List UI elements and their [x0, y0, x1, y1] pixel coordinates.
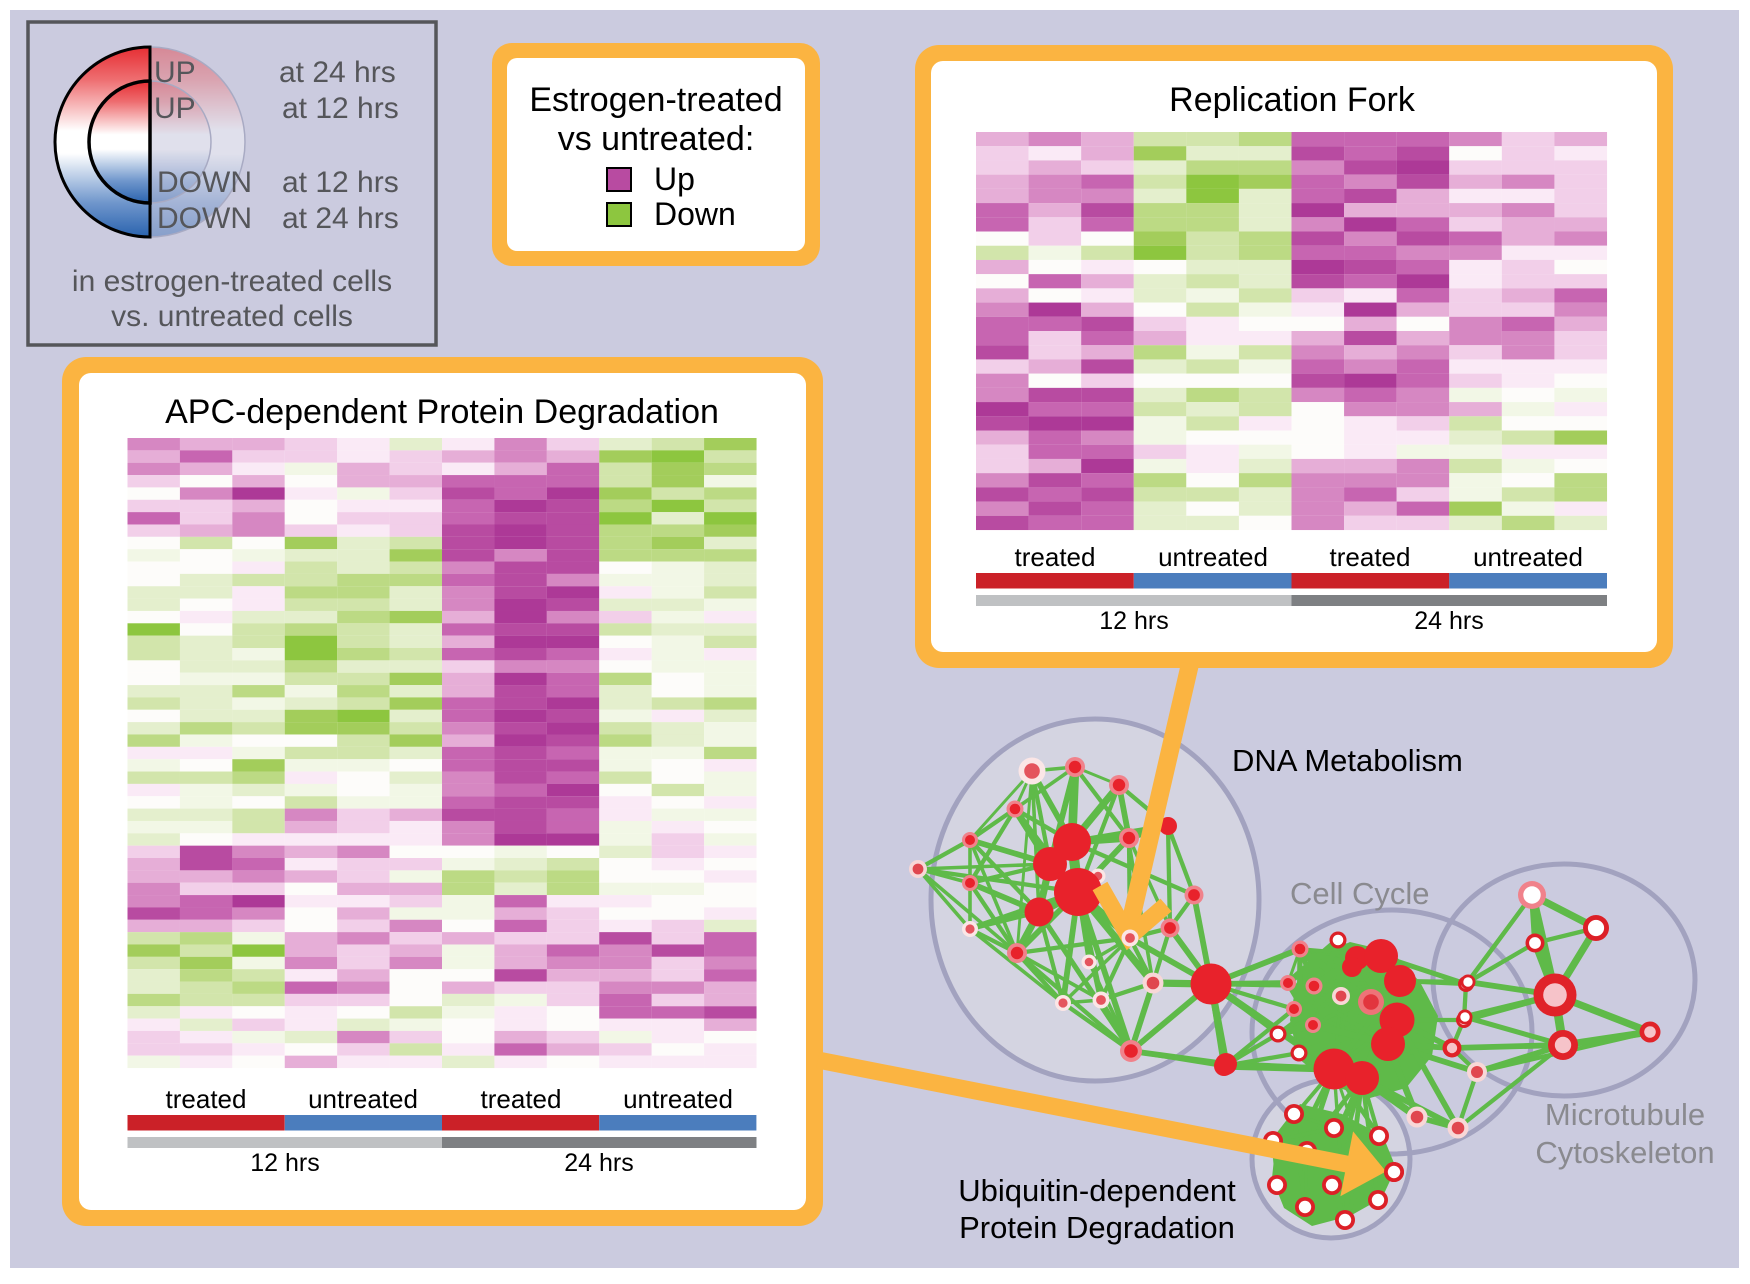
- svg-text:vs untreated:: vs untreated:: [558, 120, 755, 158]
- svg-text:DNA Metabolism: DNA Metabolism: [1232, 743, 1463, 778]
- svg-text:Cytoskeleton: Cytoskeleton: [1535, 1135, 1714, 1170]
- svg-text:at 12 hrs: at 12 hrs: [282, 166, 399, 199]
- svg-text:DOWN: DOWN: [157, 166, 252, 199]
- svg-text:untreated: untreated: [308, 1084, 418, 1114]
- svg-text:UP: UP: [154, 92, 196, 125]
- svg-text:untreated: untreated: [1473, 542, 1583, 572]
- svg-text:untreated: untreated: [623, 1084, 733, 1114]
- svg-text:DOWN: DOWN: [157, 202, 252, 235]
- svg-text:24 hrs: 24 hrs: [1414, 607, 1483, 635]
- svg-text:in estrogen-treated cells: in estrogen-treated cells: [72, 265, 392, 298]
- svg-text:12 hrs: 12 hrs: [1099, 607, 1168, 635]
- svg-text:Up: Up: [654, 161, 695, 197]
- svg-text:12 hrs: 12 hrs: [250, 1149, 319, 1177]
- svg-text:vs. untreated cells: vs. untreated cells: [111, 300, 353, 333]
- svg-text:treated: treated: [1330, 542, 1411, 572]
- svg-text:at 24 hrs: at 24 hrs: [279, 56, 396, 89]
- svg-text:treated: treated: [166, 1084, 247, 1114]
- svg-text:Microtubule: Microtubule: [1545, 1097, 1705, 1132]
- svg-text:treated: treated: [1015, 542, 1096, 572]
- svg-text:Replication Fork: Replication Fork: [1169, 81, 1416, 119]
- svg-text:treated: treated: [481, 1084, 562, 1114]
- svg-text:at 12 hrs: at 12 hrs: [282, 92, 399, 125]
- svg-text:Protein Degradation: Protein Degradation: [959, 1210, 1235, 1245]
- svg-text:untreated: untreated: [1158, 542, 1268, 572]
- svg-text:Ubiquitin-dependent: Ubiquitin-dependent: [958, 1173, 1236, 1208]
- svg-text:APC-dependent Protein Degradat: APC-dependent Protein Degradation: [165, 393, 719, 431]
- svg-text:UP: UP: [154, 56, 196, 89]
- svg-text:Estrogen-treated: Estrogen-treated: [529, 81, 782, 119]
- svg-text:Down: Down: [654, 196, 736, 232]
- svg-text:Cell Cycle: Cell Cycle: [1290, 876, 1430, 911]
- svg-text:at 24 hrs: at 24 hrs: [282, 202, 399, 235]
- svg-text:24 hrs: 24 hrs: [564, 1149, 633, 1177]
